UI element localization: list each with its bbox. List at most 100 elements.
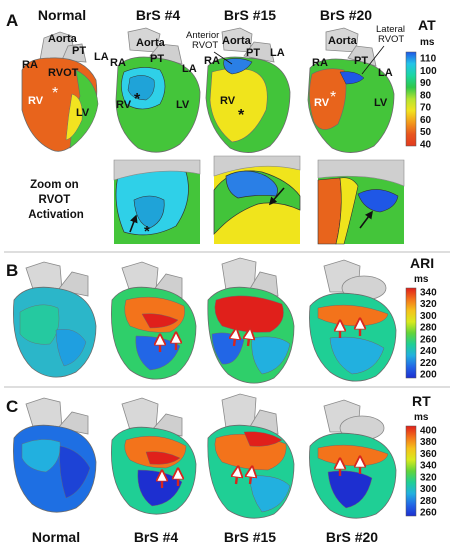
label-aorta: Aorta bbox=[328, 35, 358, 47]
zoom-rvot-brs4: * bbox=[113, 159, 201, 244]
colorbar-tick-label: 70 bbox=[420, 103, 432, 114]
label-ra: RA bbox=[110, 57, 126, 69]
arrow-black bbox=[268, 187, 285, 206]
colorbar-tick-label: 220 bbox=[420, 358, 437, 369]
zoom-label: Zoom on RVOT Activation bbox=[28, 179, 84, 221]
myocardium-shape bbox=[329, 336, 385, 375]
myocardium-shape bbox=[214, 295, 284, 333]
vessel-shape bbox=[243, 41, 275, 63]
colorbar-tick-label: 320 bbox=[420, 472, 437, 483]
label-la: LA bbox=[378, 67, 393, 79]
annotation-pointer bbox=[213, 51, 233, 65]
colorbar-tick-label: 400 bbox=[420, 426, 437, 437]
colorbar-ari-title: ARI bbox=[410, 255, 434, 271]
annotation-anterior-line1: Anterior bbox=[186, 30, 219, 41]
annotation-lateral-line1: Lateral bbox=[376, 24, 405, 35]
zoom-region bbox=[335, 177, 359, 245]
colorbar-tick-label: 280 bbox=[420, 496, 437, 507]
label-pt: PT bbox=[246, 47, 260, 59]
annotation-lateral-rvot: Lateral RVOT bbox=[376, 24, 408, 45]
myocardium-shape bbox=[59, 445, 91, 499]
myocardium-shape bbox=[339, 71, 365, 85]
heart-at-brs20: Aorta PT RA LA RV LV * Lateral RVOT bbox=[307, 24, 408, 153]
myocardium-shape bbox=[55, 329, 87, 367]
label-la: LA bbox=[94, 51, 109, 63]
heart-ari-brs15 bbox=[207, 257, 295, 384]
colorbar-rt-unit: ms bbox=[414, 412, 429, 423]
vessel-shape bbox=[221, 257, 257, 291]
label-pt: PT bbox=[72, 45, 86, 57]
vessel-shape bbox=[221, 27, 253, 53]
zoom-label-line1: Zoom on bbox=[30, 179, 79, 191]
colorbar-ari-gradient bbox=[405, 287, 417, 379]
label-lv: LV bbox=[76, 107, 90, 119]
colorbar-tick-label: 200 bbox=[420, 370, 437, 381]
arrow-black bbox=[129, 214, 138, 233]
heart-at-brs15: Aorta PT RA LA RV * Anterior RVOT bbox=[186, 27, 291, 153]
heart-at-brs4: Aorta PT RA LA RV LV * bbox=[110, 27, 201, 153]
vessel-shape bbox=[127, 27, 161, 53]
heart-rt-normal bbox=[13, 397, 97, 513]
myocardium-shape bbox=[19, 304, 60, 345]
zoom-rvot-brs20 bbox=[317, 159, 405, 245]
label-rv: RV bbox=[116, 99, 132, 111]
label-rv: RV bbox=[28, 95, 44, 107]
colorbar-tick-label: 260 bbox=[420, 334, 437, 345]
label-la: LA bbox=[182, 63, 197, 75]
colorbar-tick-label: 60 bbox=[420, 115, 432, 126]
colorbar-at-unit: ms bbox=[420, 37, 435, 48]
myocardium-shape bbox=[223, 58, 253, 75]
colorbar-tick-label: 90 bbox=[420, 78, 432, 89]
panel-b-letter: B bbox=[6, 261, 18, 280]
annotation-anterior-rvot: Anterior RVOT bbox=[186, 30, 222, 51]
arrow-red bbox=[250, 468, 252, 485]
star-marker: * bbox=[144, 223, 150, 240]
label-lv: LV bbox=[176, 99, 190, 111]
colorbar-ari-unit: ms bbox=[414, 274, 429, 285]
label-rvot: RVOT bbox=[48, 67, 79, 79]
colorbar-tick-label: 240 bbox=[420, 346, 437, 357]
column-label-brs4-top: BrS #4 bbox=[136, 7, 181, 23]
star-marker: * bbox=[330, 89, 336, 106]
label-la: LA bbox=[270, 47, 285, 59]
heart-rt-brs15 bbox=[207, 393, 295, 519]
colorbar-tick-label: 100 bbox=[420, 66, 437, 77]
label-ra: RA bbox=[204, 55, 220, 67]
colorbar-tick-label: 380 bbox=[420, 437, 437, 448]
zoom-region bbox=[357, 189, 399, 213]
colorbar-at-title: AT bbox=[418, 17, 436, 33]
arrow-black bbox=[359, 210, 373, 229]
zoom-vessel bbox=[317, 159, 405, 187]
zoom-region bbox=[133, 195, 165, 229]
colorbar-tick-label: 300 bbox=[420, 311, 437, 322]
myocardium-shape bbox=[251, 336, 291, 375]
myocardium-shape bbox=[127, 75, 155, 101]
label-ra: RA bbox=[22, 59, 38, 71]
panel-b: B bbox=[6, 255, 437, 384]
zoom-label-line2: RVOT bbox=[39, 194, 71, 206]
star-marker: * bbox=[134, 91, 141, 108]
zoom-vessel bbox=[113, 159, 201, 181]
label-rv: RV bbox=[220, 95, 236, 107]
label-ra: RA bbox=[312, 57, 328, 69]
colorbar-at-gradient bbox=[405, 51, 417, 147]
myocardium-shape bbox=[145, 451, 181, 465]
myocardium-shape bbox=[65, 93, 83, 141]
arrow-red bbox=[234, 330, 236, 347]
panel-c-letter: C bbox=[6, 397, 18, 416]
myocardium-shape bbox=[21, 439, 61, 473]
column-label-brs20-bottom: BrS #20 bbox=[326, 529, 378, 545]
zoom-rvot-brs15 bbox=[213, 155, 301, 244]
heart-ari-normal bbox=[13, 261, 97, 378]
annotation-lateral-line2: RVOT bbox=[378, 34, 404, 45]
label-rv: RV bbox=[314, 97, 330, 109]
heart-at-normal: * Aorta PT RA LA RVOT RV LV bbox=[21, 31, 109, 152]
colorbar-tick-label: 340 bbox=[420, 288, 437, 299]
label-pt: PT bbox=[150, 53, 164, 65]
label-lv: LV bbox=[374, 97, 388, 109]
colorbar-tick-label: 280 bbox=[420, 323, 437, 334]
